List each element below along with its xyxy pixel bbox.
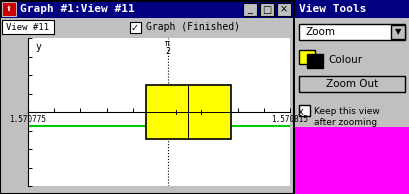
Bar — [307, 54, 323, 68]
Bar — [295, 0, 409, 127]
Text: View #11: View #11 — [7, 23, 49, 31]
Bar — [2, 20, 54, 34]
Bar — [0, 0, 295, 18]
Bar — [299, 76, 405, 92]
Bar — [299, 50, 315, 64]
Bar — [299, 105, 310, 116]
Bar — [299, 24, 405, 40]
Bar — [130, 22, 141, 33]
Text: y: y — [36, 42, 41, 52]
Text: Graph #1:View #11: Graph #1:View #11 — [20, 4, 135, 14]
Bar — [0, 18, 295, 36]
Text: ✓: ✓ — [131, 23, 139, 33]
Bar — [391, 25, 405, 39]
Bar — [277, 3, 291, 16]
Text: ×: × — [280, 4, 288, 15]
Text: Zoom: Zoom — [305, 27, 335, 37]
Text: □: □ — [263, 4, 272, 15]
Bar — [243, 3, 257, 16]
Text: Colour: Colour — [328, 55, 362, 65]
Bar — [2, 2, 16, 16]
Text: ⬆: ⬆ — [6, 6, 12, 12]
Bar — [146, 85, 231, 139]
Bar — [260, 3, 274, 16]
Text: _: _ — [247, 4, 252, 15]
Text: ▼: ▼ — [395, 28, 401, 36]
Text: Zoom Out: Zoom Out — [326, 79, 378, 89]
Text: Graph (Finished): Graph (Finished) — [146, 22, 240, 32]
Text: x: x — [298, 107, 304, 117]
Text: π
2: π 2 — [165, 40, 170, 56]
Text: View Tools: View Tools — [299, 4, 366, 14]
Text: Keep this view
after zooming: Keep this view after zooming — [314, 107, 380, 127]
Bar — [295, 0, 409, 18]
